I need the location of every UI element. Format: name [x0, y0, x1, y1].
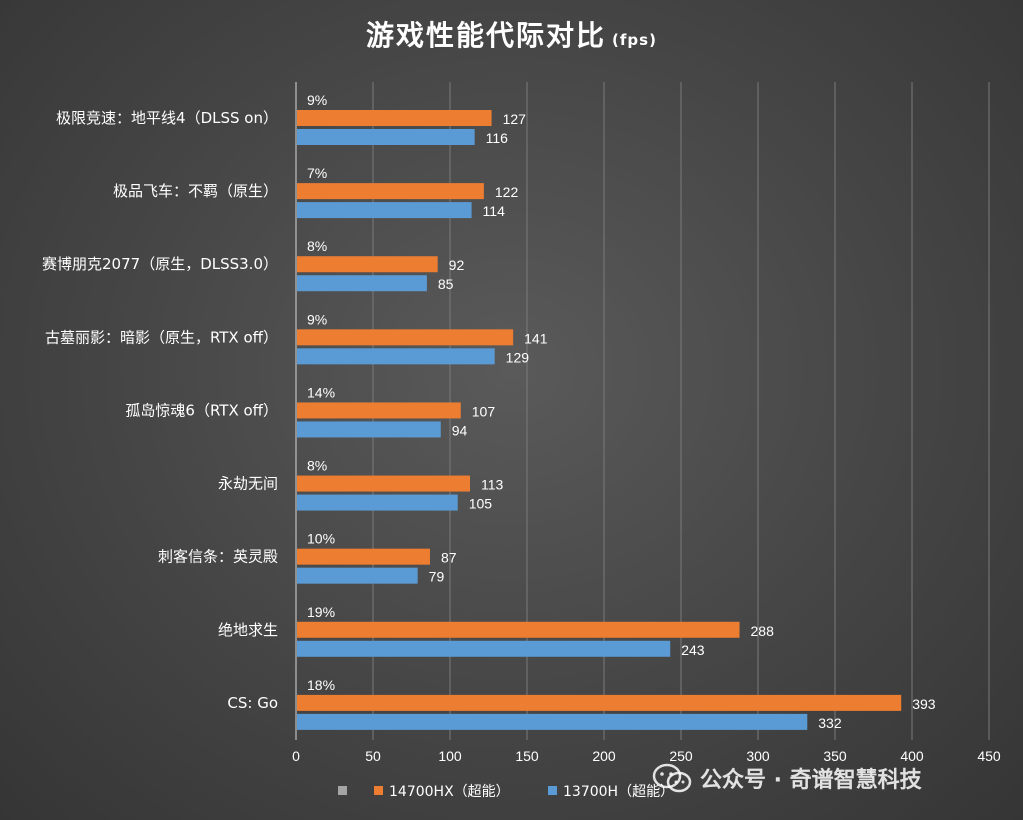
percent-label: 8%: [307, 458, 327, 474]
percent-label: 19%: [307, 604, 335, 620]
bar-14700hx: [297, 329, 514, 346]
legend-label-14700hx: 14700HX（超能）: [389, 784, 510, 800]
legend-swatch-series-0: [338, 786, 347, 795]
bar-13700h: [297, 421, 441, 438]
value-label-13700h: 332: [818, 715, 842, 731]
value-label-13700h: 243: [681, 642, 705, 658]
percent-label: 9%: [307, 311, 327, 327]
bar-13700h: [297, 567, 418, 584]
category-label: CS: Go: [227, 694, 278, 712]
x-tick-label: 350: [823, 748, 847, 764]
value-label-14700hx: 127: [503, 111, 527, 127]
value-label-14700hx: 107: [472, 403, 496, 419]
value-label-14700hx: 141: [524, 330, 548, 346]
category-label: 赛博朋克2077（原生，DLSS3.0）: [42, 255, 278, 273]
value-label-13700h: 79: [429, 569, 445, 585]
category-label: 绝地求生: [218, 621, 278, 639]
bar-14700hx: [297, 694, 902, 711]
value-label-14700hx: 288: [751, 623, 775, 639]
legend-swatch-14700hx: [374, 786, 383, 795]
bar-13700h: [297, 275, 427, 292]
bar-14700hx: [297, 110, 492, 126]
chart-title: 游戏性能代际对比 (fps): [0, 14, 1023, 54]
bar-14700hx: [297, 548, 430, 565]
x-tick-label: 100: [438, 748, 462, 764]
bar-13700h: [297, 494, 458, 511]
chart-title-unit: (fps): [612, 31, 657, 49]
value-label-14700hx: 87: [441, 550, 457, 566]
bar-14700hx: [297, 256, 438, 273]
value-label-13700h: 114: [483, 203, 506, 219]
value-label-13700h: 94: [452, 422, 468, 438]
bar-13700h: [297, 640, 671, 657]
watermark-text: 公众号 · 奇谱智慧科技: [700, 768, 922, 793]
value-label-13700h: 85: [438, 276, 454, 292]
x-tick-label: 300: [746, 748, 770, 764]
legend-label-13700h: 13700H（超能）: [563, 784, 674, 800]
chart-title-text: 游戏性能代际对比: [366, 19, 607, 52]
legend-swatch-13700h: [548, 786, 557, 795]
bar-13700h: [297, 348, 495, 365]
x-tick-label: 200: [592, 748, 616, 764]
category-label: 永劫无间: [218, 475, 278, 493]
bar-13700h: [297, 202, 472, 219]
percent-label: 14%: [307, 384, 335, 400]
watermark: 公众号 · 奇谱智慧科技: [652, 762, 922, 794]
percent-label: 9%: [307, 92, 327, 108]
category-label: 极限竞速：地平线4（DLSS on）: [56, 109, 278, 127]
percent-label: 18%: [307, 677, 335, 693]
value-label-14700hx: 393: [912, 696, 936, 712]
x-tick-label: 50: [365, 748, 381, 764]
value-label-14700hx: 122: [495, 184, 519, 200]
value-label-13700h: 129: [506, 349, 530, 365]
category-label: 刺客信条：英灵殿: [158, 548, 278, 566]
bar-14700hx: [297, 475, 471, 492]
value-label-13700h: 105: [469, 496, 493, 512]
percent-label: 10%: [307, 531, 335, 547]
x-tick-label: 450: [977, 748, 1001, 764]
value-label-13700h: 116: [486, 130, 509, 146]
bar-14700hx: [297, 402, 461, 419]
category-label: 古墓丽影：暗影（原生，RTX off）: [45, 328, 278, 346]
bar-13700h: [297, 713, 808, 730]
value-label-14700hx: 92: [449, 257, 465, 273]
category-label: 孤岛惊魂6（RTX off）: [125, 401, 278, 419]
wechat-icon: [652, 763, 692, 793]
bar-14700hx: [297, 621, 740, 638]
x-tick-label: 250: [669, 748, 693, 764]
x-tick-label: 0: [292, 748, 300, 764]
percent-label: 7%: [307, 165, 327, 181]
category-label: 极品飞车：不羁（原生）: [113, 182, 278, 200]
bar-14700hx: [297, 183, 484, 200]
x-tick-label: 400: [900, 748, 924, 764]
bar-13700h: [297, 129, 475, 145]
x-tick-label: 150: [515, 748, 539, 764]
percent-label: 8%: [307, 238, 327, 254]
value-label-14700hx: 113: [481, 477, 504, 493]
